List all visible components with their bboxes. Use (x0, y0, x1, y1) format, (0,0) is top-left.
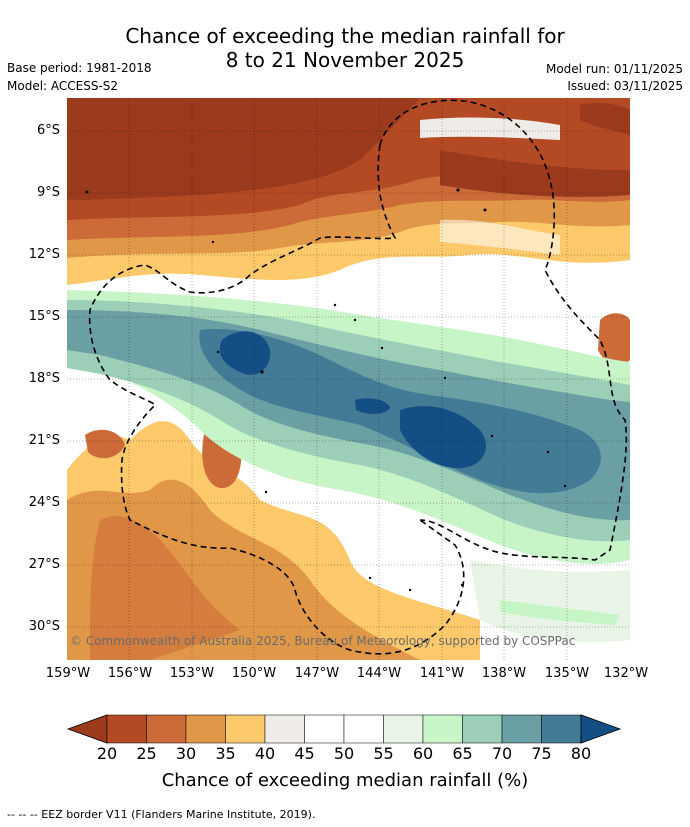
colorbar-tick-label: 55 (373, 744, 394, 763)
colorbar-bin (383, 714, 424, 744)
colorbar-bin (541, 714, 582, 744)
colorbar-bin (225, 714, 266, 744)
lat-label-27s: 27°S (28, 557, 60, 572)
colorbar-tick-label: 50 (333, 744, 355, 763)
colorbar-title: Chance of exceeding median rainfall (%) (161, 770, 529, 791)
base-period: Base period: 1981-2018 (7, 61, 152, 75)
lat-label-12s: 12°S (28, 247, 60, 262)
lon-label-147w: 147°W (294, 666, 340, 681)
colorbar-tick-label: 25 (136, 744, 157, 763)
lat-label-30s: 30°S (28, 619, 60, 634)
colorbar-bin (343, 714, 384, 744)
model-name: Model: ACCESS-S2 (7, 79, 119, 93)
colorbar-bin (422, 714, 463, 744)
colorbar-bin (462, 714, 503, 744)
lon-label-159w: 159°W (45, 666, 91, 681)
colorbar-tick-label: 30 (175, 744, 197, 763)
lon-label-141w: 141°W (419, 666, 465, 681)
title-line-2: 8 to 21 November 2025 (225, 48, 465, 72)
map-field (67, 98, 630, 660)
lat-label-24s: 24°S (28, 495, 60, 510)
lat-label-9s: 9°S (36, 185, 60, 200)
colorbar-tick-label: 45 (294, 744, 315, 763)
colorbar-bin (501, 714, 542, 744)
colorbar-low-arrow (66, 714, 108, 744)
colorbar-bin (106, 714, 147, 744)
colorbar-bin (185, 714, 226, 744)
lon-label-153w: 153°W (169, 666, 215, 681)
lon-label-135w: 135°W (544, 666, 590, 681)
colorbar-tick-label: 80 (570, 744, 592, 763)
colorbar-tick-label: 40 (254, 744, 276, 763)
lat-label-15s: 15°S (28, 309, 60, 324)
colorbar-bin (146, 714, 187, 744)
colorbar-tick-label: 65 (452, 744, 473, 763)
model-run: Model run: 01/11/2025 (545, 62, 683, 76)
lon-label-144w: 144°W (356, 666, 402, 681)
lat-label-6s: 6°S (36, 123, 60, 138)
lon-label-138w: 138°W (481, 666, 527, 681)
colorbar-high-arrow (580, 714, 622, 744)
title-line-1: Chance of exceeding the median rainfall … (125, 24, 565, 48)
issued-date: Issued: 03/11/2025 (567, 79, 683, 93)
lon-label-156w: 156°W (107, 666, 153, 681)
colorbar-tick-label: 60 (412, 744, 434, 763)
colorbar-tick-label: 20 (96, 744, 118, 763)
colorbar-tick-label: 35 (215, 744, 236, 763)
lat-label-18s: 18°S (28, 371, 60, 386)
lat-label-21s: 21°S (28, 433, 60, 448)
lon-label-150w: 150°W (231, 666, 277, 681)
eez-border-note: -- -- -- EEZ border V11 (Flanders Marine… (7, 808, 316, 821)
colorbar-bin (264, 714, 305, 744)
copyright-credit: © Commonwealth of Australia 2025, Bureau… (70, 634, 576, 648)
lon-label-132w: 132°W (603, 666, 649, 681)
colorbar-bin (304, 714, 345, 744)
colorbar (66, 714, 622, 744)
colorbar-tick-label: 70 (491, 744, 513, 763)
colorbar-tick-label: 75 (531, 744, 552, 763)
